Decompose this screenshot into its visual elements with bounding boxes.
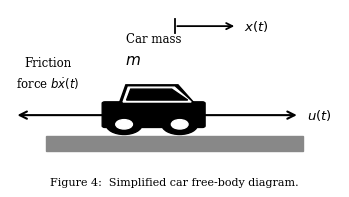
Polygon shape [127, 89, 188, 100]
Circle shape [162, 114, 198, 135]
Text: $x(t)$: $x(t)$ [244, 19, 269, 34]
Bar [46, 136, 303, 151]
Polygon shape [119, 85, 195, 104]
Circle shape [116, 120, 132, 129]
Text: Figure 4:  Simplified car free-body diagram.: Figure 4: Simplified car free-body diagr… [50, 178, 299, 188]
Text: force $b\dot{x}(t)$: force $b\dot{x}(t)$ [16, 76, 79, 92]
Text: $u(t)$: $u(t)$ [306, 108, 331, 123]
Text: Friction: Friction [24, 57, 71, 70]
Text: Car mass: Car mass [126, 33, 181, 46]
Text: $m$: $m$ [125, 54, 141, 68]
Polygon shape [123, 87, 191, 102]
FancyBboxPatch shape [102, 102, 205, 127]
Circle shape [171, 120, 188, 129]
Circle shape [106, 114, 142, 135]
